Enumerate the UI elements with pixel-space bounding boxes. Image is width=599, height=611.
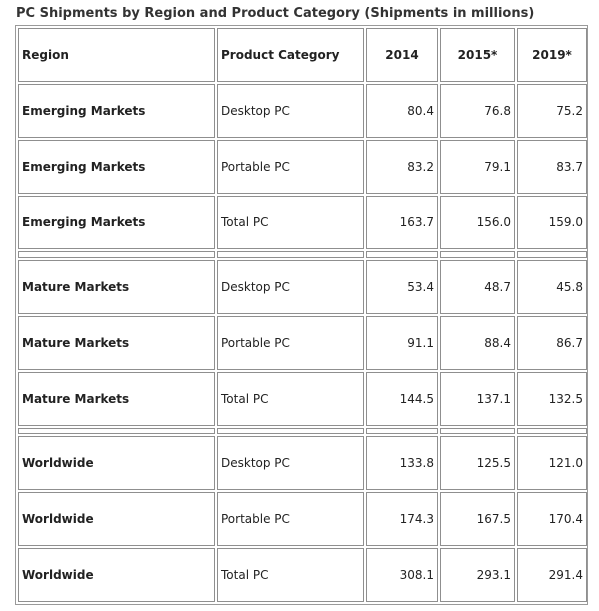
table-row: Worldwide Desktop PC 133.8 125.5 121.0 (18, 436, 587, 491)
category-cell (217, 251, 364, 259)
value-2019-cell: 159.0 (517, 195, 587, 250)
table-row: Worldwide Total PC 308.1 293.1 291.4 (18, 548, 587, 602)
table-row: Emerging Markets Total PC 163.7 156.0 15… (18, 195, 587, 250)
region-cell: Worldwide (18, 492, 215, 547)
table-row: Mature Markets Portable PC 91.1 88.4 86.… (18, 315, 587, 370)
value-2014-cell (366, 251, 438, 259)
table-row: Mature Markets Total PC 144.5 137.1 132.… (18, 371, 587, 426)
table-row: Worldwide Portable PC 174.3 167.5 170.4 (18, 492, 587, 547)
region-cell (18, 251, 215, 259)
value-2015-cell: 79.1 (440, 139, 515, 194)
region-cell: Emerging Markets (18, 195, 215, 250)
value-2015-cell: 137.1 (440, 371, 515, 426)
value-2015-cell: 125.5 (440, 436, 515, 491)
value-2014-cell: 53.4 (366, 260, 438, 314)
region-cell: Mature Markets (18, 260, 215, 314)
category-cell: Total PC (217, 548, 364, 602)
region-cell: Mature Markets (18, 371, 215, 426)
category-cell: Total PC (217, 195, 364, 250)
table-caption: PC Shipments by Region and Product Categ… (16, 6, 535, 21)
category-cell: Portable PC (217, 492, 364, 547)
value-2015-cell: 48.7 (440, 260, 515, 314)
category-cell: Portable PC (217, 139, 364, 194)
shipments-table-container: Region Product Category 2014 2015* 2019*… (15, 25, 588, 605)
value-2015-cell: 167.5 (440, 492, 515, 547)
value-2015-cell: 293.1 (440, 548, 515, 602)
value-2019-cell: 291.4 (517, 548, 587, 602)
value-2019-cell: 75.2 (517, 83, 587, 138)
category-cell: Desktop PC (217, 436, 364, 491)
region-cell: Worldwide (18, 436, 215, 491)
value-2015-cell: 156.0 (440, 195, 515, 250)
region-cell: Worldwide (18, 548, 215, 602)
value-2019-cell: 83.7 (517, 139, 587, 194)
header-category: Product Category (217, 28, 364, 82)
value-2014-cell: 144.5 (366, 371, 438, 426)
value-2014-cell: 308.1 (366, 548, 438, 602)
value-2014-cell: 80.4 (366, 83, 438, 138)
table-row: Emerging Markets Desktop PC 80.4 76.8 75… (18, 83, 587, 138)
value-2019-cell: 86.7 (517, 315, 587, 370)
region-cell (18, 427, 215, 435)
spacer-row (18, 427, 587, 435)
header-region: Region (18, 28, 215, 82)
value-2019-cell: 121.0 (517, 436, 587, 491)
value-2019-cell: 45.8 (517, 260, 587, 314)
value-2014-cell: 83.2 (366, 139, 438, 194)
spacer-row (18, 251, 587, 259)
value-2015-cell (440, 251, 515, 259)
category-cell: Desktop PC (217, 260, 364, 314)
value-2015-cell: 76.8 (440, 83, 515, 138)
category-cell (217, 427, 364, 435)
category-cell: Portable PC (217, 315, 364, 370)
value-2019-cell (517, 251, 587, 259)
value-2014-cell: 163.7 (366, 195, 438, 250)
value-2015-cell: 88.4 (440, 315, 515, 370)
value-2014-cell (366, 427, 438, 435)
region-cell: Emerging Markets (18, 83, 215, 138)
table-row: Emerging Markets Portable PC 83.2 79.1 8… (18, 139, 587, 194)
category-cell: Desktop PC (217, 83, 364, 138)
region-cell: Mature Markets (18, 315, 215, 370)
header-2019: 2019* (517, 28, 587, 82)
shipments-table: Region Product Category 2014 2015* 2019*… (16, 26, 589, 604)
value-2019-cell: 132.5 (517, 371, 587, 426)
category-cell: Total PC (217, 371, 364, 426)
value-2014-cell: 174.3 (366, 492, 438, 547)
value-2019-cell: 170.4 (517, 492, 587, 547)
header-2015: 2015* (440, 28, 515, 82)
value-2014-cell: 91.1 (366, 315, 438, 370)
region-cell: Emerging Markets (18, 139, 215, 194)
value-2019-cell (517, 427, 587, 435)
value-2014-cell: 133.8 (366, 436, 438, 491)
value-2015-cell (440, 427, 515, 435)
header-2014: 2014 (366, 28, 438, 82)
header-row: Region Product Category 2014 2015* 2019* (18, 28, 587, 82)
table-row: Mature Markets Desktop PC 53.4 48.7 45.8 (18, 260, 587, 314)
